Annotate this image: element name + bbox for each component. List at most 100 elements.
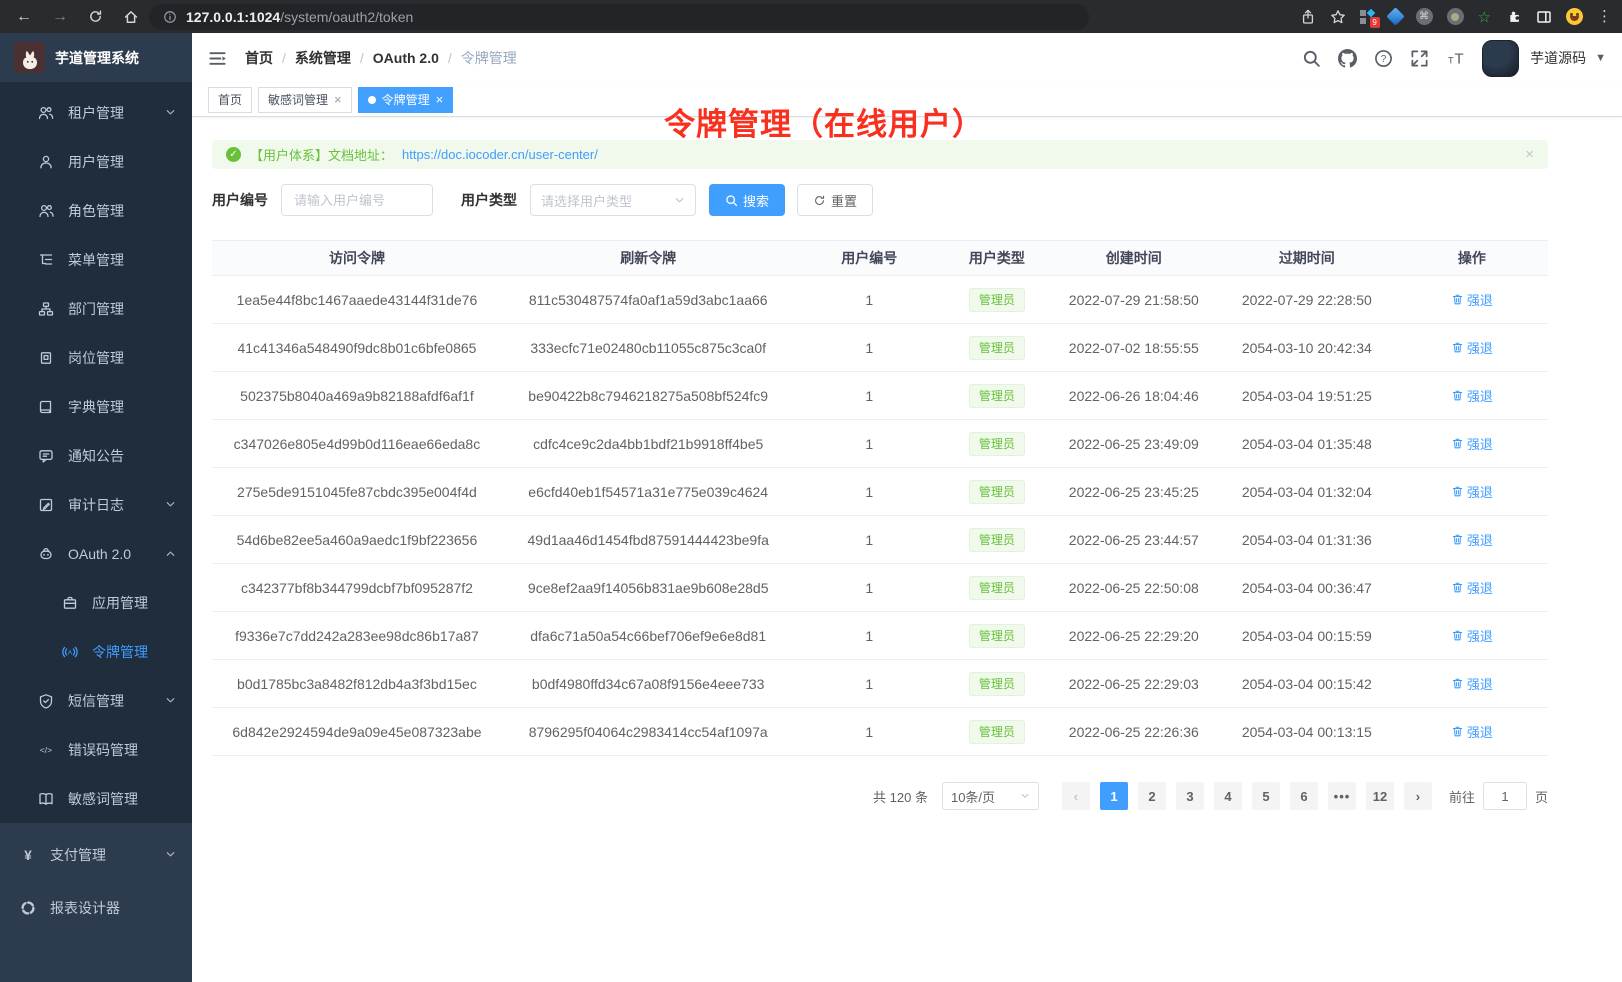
search-button[interactable]: 搜索 [709,184,786,216]
force-logout-button[interactable]: 强退 [1451,626,1493,645]
chevron-down-icon [165,695,176,706]
extensions-puzzle-icon[interactable] [1505,8,1522,25]
sidebar-item-通知公告[interactable]: 通知公告 [0,431,192,480]
sidebar-item-岗位管理[interactable]: 岗位管理 [0,333,192,382]
sidebar-item-label: 短信管理 [68,692,124,709]
expires-at-cell: 2054-03-04 00:15:59 [1217,611,1396,660]
action-cell: 强退 [1395,707,1548,756]
force-logout-button[interactable]: 强退 [1451,674,1493,693]
sidebar-collapse-icon[interactable] [208,49,227,68]
sidebar-item-菜单管理[interactable]: 菜单管理 [0,235,192,284]
browser-back-button[interactable]: ← [16,7,32,25]
github-icon[interactable] [1338,49,1357,68]
action-cell: 强退 [1395,467,1548,516]
share-icon[interactable] [1300,9,1316,25]
app-logo-bar[interactable]: 芋道管理系统 [0,33,192,82]
sidebar-item-字典管理[interactable]: 字典管理 [0,382,192,431]
sidebar-item-报表设计器[interactable]: 报表设计器 [0,881,192,934]
close-icon[interactable]: × [334,92,342,107]
page-button-2[interactable]: 2 [1137,782,1166,810]
refresh-token-cell: be90422b8c7946218275a508bf524fc9 [501,371,795,420]
user-id-cell: 1 [794,323,945,372]
page-button-3[interactable]: 3 [1175,782,1204,810]
force-logout-button[interactable]: 强退 [1451,578,1493,597]
breadcrumb-item[interactable]: 系统管理 [294,50,351,66]
extension-grid-icon[interactable]: 9 [1359,8,1380,28]
sidebar-item-角色管理[interactable]: 角色管理 [0,186,192,235]
reset-button[interactable]: 重置 [797,184,874,216]
force-logout-button[interactable]: 强退 [1451,386,1493,405]
force-logout-button[interactable]: 强退 [1451,434,1493,453]
search-icon[interactable] [1302,49,1321,68]
fullscreen-icon[interactable] [1410,49,1429,68]
force-logout-button[interactable]: 强退 [1451,338,1493,357]
force-logout-button[interactable]: 强退 [1451,290,1493,309]
book-icon [38,791,54,807]
address-bar[interactable]: 127.0.0.1:1024/system/oauth2/token [149,3,1089,30]
font-size-icon[interactable] [1446,49,1465,68]
tab-首页[interactable]: 首页 [208,86,253,113]
sidebar-item-错误码管理[interactable]: 错误码管理 [0,725,192,774]
pagination-more-icon[interactable]: ••• [1327,782,1356,810]
close-icon[interactable]: × [435,92,444,107]
extension-command-icon[interactable]: ⌘ [1415,8,1433,25]
avatar[interactable] [1482,39,1520,77]
user-type-select[interactable]: 请选择用户类型 [530,184,696,216]
alert-text: 【用户体系】文档地址： [250,148,394,163]
browser-home-button[interactable] [123,9,139,25]
bookmark-star-icon[interactable] [1330,9,1346,25]
extension-record-icon[interactable] [1446,8,1464,25]
sidebar-item-支付管理[interactable]: 支付管理 [0,828,192,881]
sidebar-item-OAuth 2.0[interactable]: OAuth 2.0 [0,529,192,578]
page-button-5[interactable]: 5 [1251,782,1280,810]
site-info-icon[interactable] [163,10,177,24]
page-button-1[interactable]: 1 [1099,782,1128,810]
sidebar-item-应用管理[interactable]: 应用管理 [0,578,192,627]
sidebar-item-短信管理[interactable]: 短信管理 [0,676,192,725]
expires-at-cell: 2054-03-10 20:42:34 [1217,323,1396,372]
sidebar-item-部门管理[interactable]: 部门管理 [0,284,192,333]
extension-gem-icon[interactable] [1385,7,1405,26]
browser-menu-icon[interactable]: ⋮ [1597,8,1612,25]
sidebar-item-租户管理[interactable]: 租户管理 [0,88,192,137]
force-logout-label: 强退 [1466,437,1493,452]
refresh-token-cell: cdfc4ce9c2da4bb1bdf21b9918ff4be5 [501,419,795,468]
trash-icon [1451,389,1464,402]
extension-star-icon[interactable]: ☆ [1477,8,1491,26]
goto-page-input[interactable] [1482,782,1527,810]
alert-doc-link[interactable]: https://doc.iocoder.cn/user-center/ [402,147,598,162]
help-icon[interactable] [1374,49,1393,68]
sidebar-item-令牌管理[interactable]: 令牌管理 [0,627,192,676]
breadcrumb-item: 令牌管理 [460,50,517,66]
force-logout-button[interactable]: 强退 [1451,482,1493,501]
sidebar-item-审计日志[interactable]: 审计日志 [0,480,192,529]
user-type-cell: 管理员 [944,419,1050,468]
force-logout-button[interactable]: 强退 [1451,722,1493,741]
tab-敏感词管理[interactable]: 敏感词管理 × [258,86,352,113]
alert-close-icon[interactable]: × [1525,146,1534,163]
sidebar-item-用户管理[interactable]: 用户管理 [0,137,192,186]
page-button-4[interactable]: 4 [1213,782,1242,810]
breadcrumb-item[interactable]: OAuth 2.0 [372,50,439,66]
prev-page-button[interactable]: ‹ [1061,782,1090,810]
action-cell: 强退 [1395,515,1548,564]
page-button-12[interactable]: 12 [1365,782,1394,810]
browser-forward-button[interactable]: → [52,7,68,25]
expires-at-cell: 2054-03-04 19:51:25 [1217,371,1396,420]
sidebar-item-敏感词管理[interactable]: 敏感词管理 [0,774,192,823]
page-size-select[interactable]: 10条/页 [941,782,1039,810]
refresh-token-cell: 333ecfc71e02480cb11055c875c3ca0f [501,323,795,372]
breadcrumb-item[interactable]: 首页 [245,50,273,66]
table-row: f9336e7c7dd242a283ee98dc86b17a87 dfa6c71a… [212,611,1548,660]
next-page-button[interactable]: › [1403,782,1432,810]
force-logout-button[interactable]: 强退 [1451,530,1493,549]
profile-avatar-icon[interactable] [1566,8,1583,25]
browser-reload-button[interactable] [88,9,103,24]
sidebar-item-label: 通知公告 [68,447,124,464]
page-button-6[interactable]: 6 [1289,782,1318,810]
sidebar-toggle-icon[interactable] [1536,9,1552,25]
tab-令牌管理[interactable]: 令牌管理 × [357,86,454,113]
table-row: 1ea5e44f8bc1467aaede43144f31de76 811c5304… [212,275,1548,324]
user-id-input[interactable] [281,184,433,216]
chevron-down-icon[interactable]: ▼ [1595,52,1606,64]
